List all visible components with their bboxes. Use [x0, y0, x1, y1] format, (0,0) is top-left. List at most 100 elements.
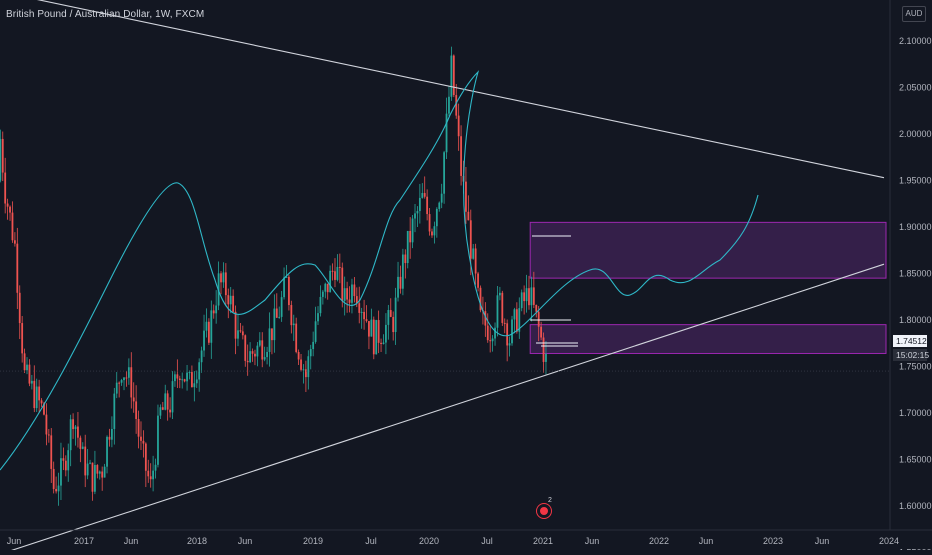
- candle-body: [312, 341, 315, 350]
- candle-body: [89, 462, 91, 464]
- candle-body: [84, 446, 87, 476]
- candle-body: [45, 414, 48, 435]
- candle-body: [157, 415, 159, 465]
- candle-body: [1, 138, 4, 173]
- candle-body: [94, 465, 96, 492]
- time-tick-label: Jun: [7, 536, 22, 546]
- candle-body: [397, 276, 399, 298]
- candle-body: [288, 276, 290, 306]
- event-count-badge: 2: [548, 497, 552, 504]
- candle-body: [171, 381, 174, 413]
- candle-body: [137, 419, 140, 437]
- candle-body: [212, 310, 215, 314]
- time-tick-label: Jun: [238, 536, 253, 546]
- time-tick-label: Jul: [481, 536, 493, 546]
- candle-body: [365, 319, 368, 322]
- price-tick-label: 2.00000: [899, 129, 932, 139]
- candle-body: [428, 214, 431, 232]
- candle-body: [110, 429, 113, 440]
- time-tick-label: 2024: [879, 536, 899, 546]
- candle-body: [331, 270, 334, 272]
- candle-body: [72, 419, 74, 430]
- candle-body: [508, 343, 511, 346]
- candle-body: [191, 372, 193, 388]
- candle-body: [152, 470, 155, 480]
- candle-body: [101, 471, 104, 478]
- price-tick-label: 1.70000: [899, 408, 932, 418]
- price-tick-label: 1.65000: [899, 455, 932, 465]
- candle-body: [496, 295, 499, 328]
- candle-body: [23, 353, 26, 371]
- price-tick-label: 1.60000: [899, 501, 932, 511]
- candle-body: [159, 407, 162, 416]
- candle-body: [125, 377, 128, 379]
- candle-body: [460, 136, 462, 176]
- candle-body: [164, 393, 167, 410]
- candle-body: [154, 464, 157, 471]
- candle-body: [448, 96, 450, 114]
- time-tick-label: 2020: [419, 536, 439, 546]
- candle-body: [176, 374, 179, 379]
- candle-body: [513, 309, 516, 320]
- candle-body: [469, 220, 472, 259]
- time-tick-label: 2019: [303, 536, 323, 546]
- economic-event-icon[interactable]: [536, 503, 552, 519]
- candle-body: [60, 458, 62, 486]
- candle-body: [319, 296, 322, 314]
- candle-body: [81, 446, 84, 449]
- candle-body: [43, 403, 45, 415]
- supply-demand-zone[interactable]: [529, 324, 887, 354]
- candle-body: [123, 377, 125, 381]
- candle-body: [246, 360, 249, 363]
- candle-body: [108, 436, 111, 440]
- candle-body: [47, 434, 50, 436]
- candle-body: [55, 489, 58, 492]
- candle-body: [426, 196, 429, 215]
- candle-body: [57, 485, 60, 492]
- projection-path[interactable]: [0, 70, 759, 471]
- candle-body: [445, 113, 448, 153]
- candle-body: [261, 340, 264, 360]
- candle-body: [435, 208, 438, 227]
- candle-body: [11, 212, 14, 241]
- candle-body: [186, 372, 188, 382]
- candle-body: [411, 218, 414, 243]
- currency-badge[interactable]: AUD: [902, 6, 926, 22]
- time-tick-label: Jun: [585, 536, 600, 546]
- candle-body: [251, 351, 254, 354]
- candle-body: [307, 356, 310, 378]
- candle-body: [491, 338, 494, 342]
- candle-body: [472, 248, 475, 259]
- candle-body: [486, 325, 489, 341]
- candle-body: [380, 342, 382, 345]
- candle-body: [74, 426, 77, 430]
- trendline[interactable]: [36, 0, 885, 179]
- candle-body: [195, 379, 198, 384]
- time-tick-label: 2018: [187, 536, 207, 546]
- candle-body: [455, 95, 458, 116]
- candle-body: [297, 351, 300, 360]
- candle-body: [241, 331, 244, 336]
- candle-body: [263, 357, 266, 360]
- price-tick-label: 1.75000: [899, 362, 932, 372]
- candle-body: [540, 326, 543, 338]
- price-tick-label: 1.80000: [899, 315, 932, 325]
- candle-body: [321, 291, 324, 297]
- candle-body: [271, 328, 273, 341]
- candle-body: [375, 320, 378, 355]
- candle-body: [26, 364, 28, 371]
- candle-body: [244, 335, 247, 361]
- candle-body: [518, 308, 521, 332]
- candle-body: [239, 330, 242, 332]
- candle-body: [198, 362, 201, 380]
- candle-body: [38, 386, 41, 401]
- candle-body: [69, 419, 72, 451]
- candle-body: [494, 327, 496, 339]
- supply-demand-zone[interactable]: [529, 221, 887, 279]
- candle-body: [50, 435, 53, 469]
- candle-body: [28, 364, 31, 384]
- trendline[interactable]: [0, 263, 885, 555]
- candle-body: [326, 283, 329, 293]
